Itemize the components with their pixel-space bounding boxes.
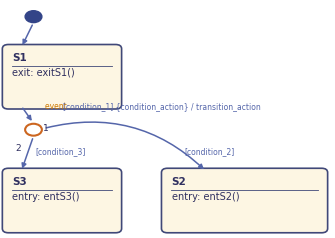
- Text: S1: S1: [12, 53, 27, 63]
- Text: event: event: [45, 102, 69, 111]
- Text: entry: entS2(): entry: entS2(): [172, 192, 239, 202]
- FancyBboxPatch shape: [2, 168, 122, 233]
- Circle shape: [25, 11, 42, 23]
- Text: 2: 2: [15, 144, 21, 153]
- Circle shape: [25, 124, 42, 136]
- Text: [condition_3]: [condition_3]: [35, 147, 85, 156]
- Text: S3: S3: [12, 177, 27, 187]
- Text: [condition_2]: [condition_2]: [184, 147, 234, 156]
- FancyBboxPatch shape: [2, 45, 122, 109]
- Text: S2: S2: [172, 177, 186, 187]
- FancyArrowPatch shape: [46, 122, 203, 168]
- Text: 1: 1: [43, 124, 49, 133]
- Text: entry: entS3(): entry: entS3(): [12, 192, 80, 202]
- FancyBboxPatch shape: [161, 168, 328, 233]
- Text: [condition_1] {condition_action} / transition_action: [condition_1] {condition_action} / trans…: [63, 102, 260, 111]
- Text: exit: exitS1(): exit: exitS1(): [12, 68, 75, 78]
